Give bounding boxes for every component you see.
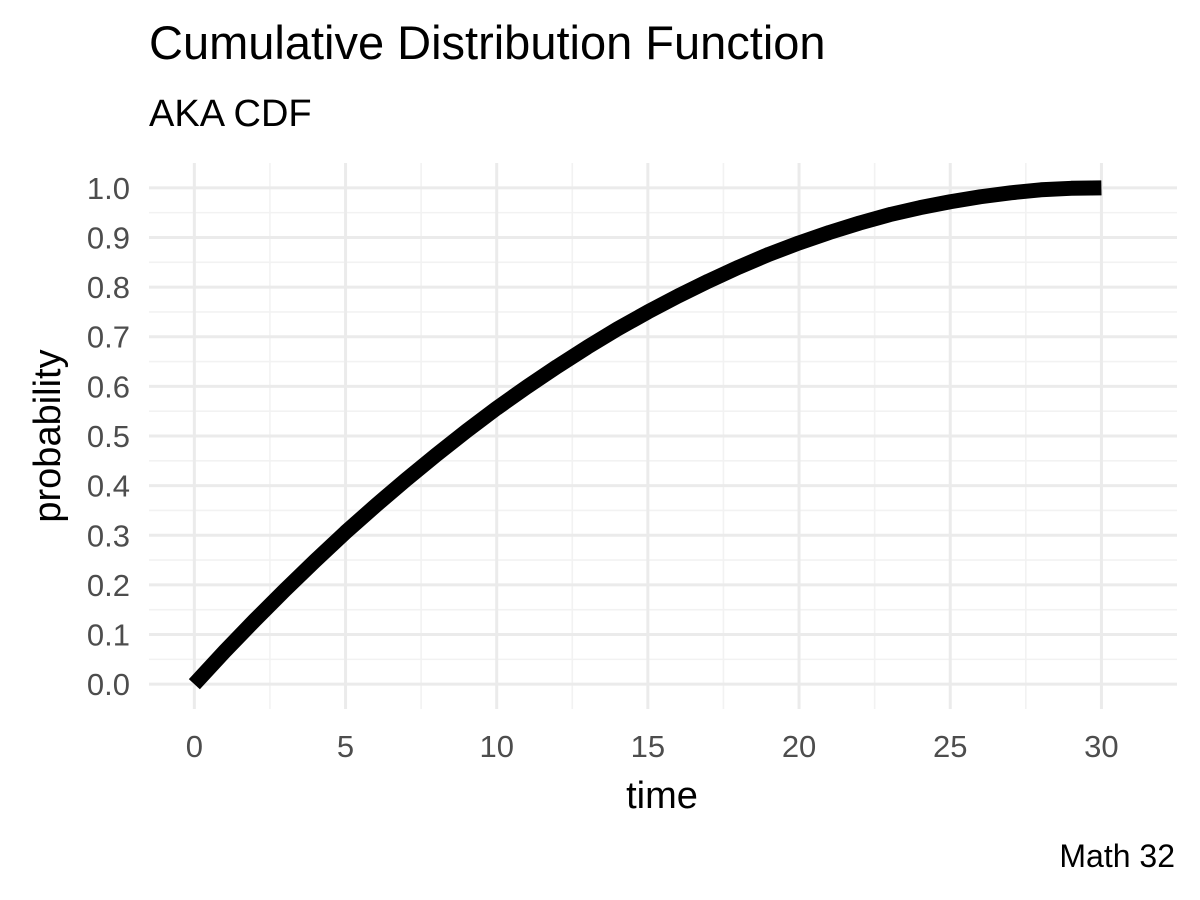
x-tick-label: 0 <box>186 729 203 764</box>
x-tick-label: 30 <box>1084 729 1118 764</box>
y-tick-label: 0.4 <box>87 469 130 504</box>
x-tick-label: 15 <box>631 729 665 764</box>
y-tick-label: 0.7 <box>87 320 130 355</box>
x-axis-label: time <box>626 775 698 817</box>
x-tick-label: 5 <box>337 729 354 764</box>
x-axis-ticks: 0 5 10 15 20 25 30 <box>186 729 1119 764</box>
y-tick-label: 1.0 <box>87 171 130 206</box>
chart-subtitle: AKA CDF <box>149 93 312 135</box>
series-layer <box>188 180 1102 690</box>
y-tick-label: 0.5 <box>87 419 130 454</box>
series-line-0 <box>188 180 1102 690</box>
grid-major <box>149 163 1177 709</box>
x-tick-label: 10 <box>479 729 513 764</box>
y-tick-label: 0.2 <box>87 568 130 603</box>
grid-minor <box>149 163 1177 709</box>
x-tick-label: 25 <box>933 729 967 764</box>
y-axis-ticks: 0.0 0.1 0.2 0.3 0.4 0.5 0.6 0.7 0.8 0.9 1.0 <box>87 171 130 702</box>
chart-caption: Math 32 <box>1059 838 1175 874</box>
chart-title: Cumulative Distribution Function <box>149 16 826 69</box>
x-tick-label: 20 <box>782 729 816 764</box>
y-tick-label: 0.9 <box>87 220 130 255</box>
y-tick-label: 0.1 <box>87 618 130 653</box>
y-tick-label: 0.8 <box>87 270 130 305</box>
y-tick-label: 0.0 <box>87 667 130 702</box>
y-tick-label: 0.6 <box>87 369 130 404</box>
y-tick-label: 0.3 <box>87 518 130 553</box>
y-axis-label: probability <box>27 349 69 522</box>
